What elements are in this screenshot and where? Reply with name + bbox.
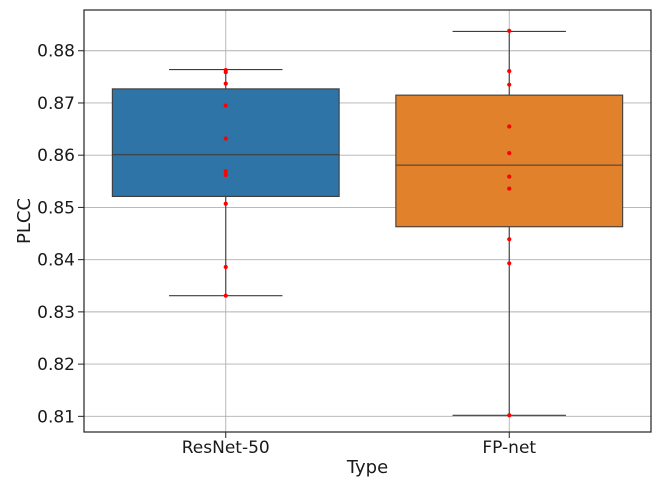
data-point	[507, 261, 512, 266]
y-axis-label: PLCC	[14, 198, 35, 244]
x-axis: ResNet-50 FP-net	[182, 432, 536, 458]
data-point	[507, 69, 512, 74]
y-tick-label: 0.84	[37, 251, 75, 271]
data-point	[507, 82, 512, 87]
y-tick-label: 0.82	[37, 355, 75, 375]
data-point	[507, 186, 512, 191]
data-point	[507, 237, 512, 242]
box-series	[111, 30, 624, 416]
x-tick-label: ResNet-50	[182, 438, 270, 458]
data-point	[223, 136, 228, 141]
data-point	[223, 81, 228, 86]
data-point	[507, 124, 512, 129]
y-axis: 0.81 0.82 0.83 0.84 0.85 0.86 0.87 0.88	[37, 42, 84, 427]
y-tick-label: 0.86	[37, 146, 75, 166]
x-axis-label: Type	[346, 457, 388, 477]
data-point	[223, 264, 228, 270]
x-tick-label: FP-net	[482, 438, 536, 458]
plot-frame	[83, 9, 652, 433]
y-tick-label: 0.87	[37, 94, 75, 114]
y-tick-label: 0.81	[37, 407, 75, 427]
data-points	[223, 28, 512, 418]
data-point	[223, 201, 228, 206]
data-point	[223, 293, 228, 298]
box-resnet-50	[111, 68, 340, 297]
y-tick-label: 0.85	[37, 198, 75, 218]
data-point	[507, 151, 512, 156]
y-tick-label: 0.88	[37, 42, 75, 62]
data-point	[507, 413, 512, 418]
y-tick-label: 0.83	[37, 303, 75, 323]
data-point	[223, 172, 228, 178]
box-fp-net	[395, 30, 624, 416]
box-iqr	[395, 94, 624, 228]
data-point	[223, 169, 228, 174]
data-point	[223, 70, 228, 75]
data-point	[507, 174, 512, 179]
data-point	[223, 103, 228, 108]
data-point	[507, 28, 512, 33]
